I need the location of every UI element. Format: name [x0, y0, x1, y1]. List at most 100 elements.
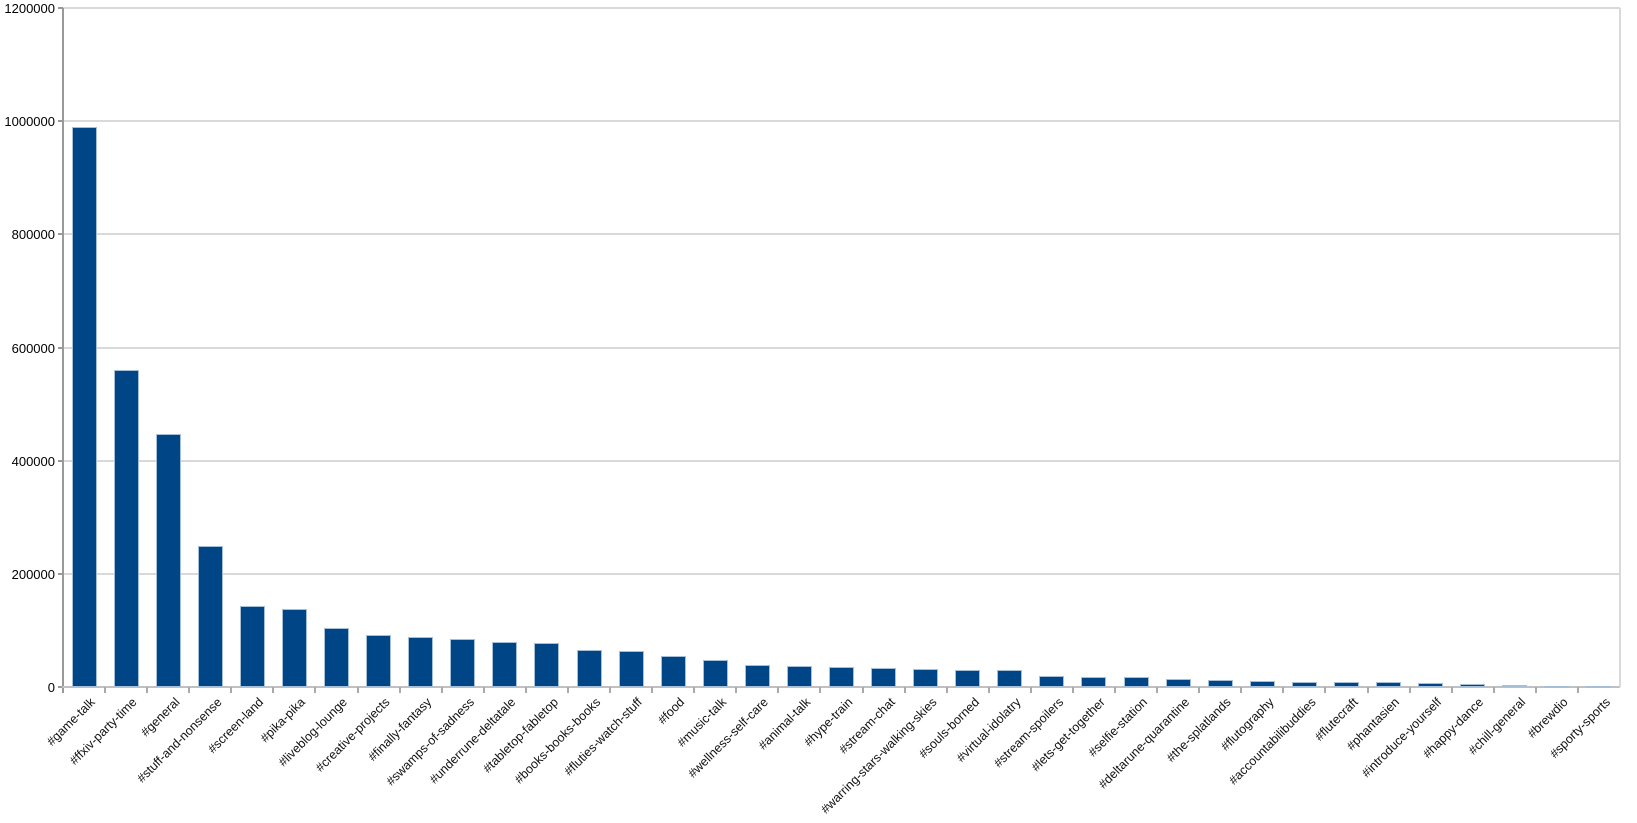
x-axis-tick [1071, 687, 1074, 693]
x-axis-category-label: #creative-projects [312, 695, 393, 775]
x-axis-tick [1240, 687, 1243, 693]
y-gridline [63, 346, 1620, 349]
y-axis-tick [58, 346, 63, 349]
bar [1123, 677, 1149, 687]
bar [1081, 677, 1107, 687]
x-axis-tick [819, 687, 822, 693]
bar [450, 639, 476, 687]
bar [534, 643, 560, 687]
bar [1333, 682, 1359, 687]
y-gridline [63, 120, 1620, 123]
x-axis-tick [104, 687, 107, 693]
x-axis-tick [1534, 687, 1537, 693]
x-axis-tick [1198, 687, 1201, 693]
bar [366, 635, 392, 687]
y-axis-tick-label: 0 [47, 680, 55, 695]
x-axis-tick [651, 687, 654, 693]
plot-right-border [1619, 8, 1621, 687]
bar [744, 665, 770, 687]
y-gridline [63, 572, 1620, 575]
x-axis-tick [230, 687, 233, 693]
x-axis-tick [945, 687, 948, 693]
x-axis-tick [314, 687, 317, 693]
x-axis-tick [1366, 687, 1369, 693]
bar [1291, 682, 1317, 687]
x-axis-tick [566, 687, 569, 693]
x-axis-tick [861, 687, 864, 693]
x-axis-tick [987, 687, 990, 693]
y-axis-tick [58, 7, 63, 9]
x-axis-category-label: #lets-get-together [1028, 695, 1108, 775]
x-axis-tick [1114, 687, 1117, 693]
y-axis-tick-label: 200000 [11, 566, 55, 582]
bar [1207, 680, 1233, 687]
x-axis-tick [903, 687, 906, 693]
bar [871, 668, 897, 687]
y-axis-tick [58, 459, 63, 462]
bar [1418, 683, 1444, 687]
bar [1249, 681, 1275, 687]
bar [660, 656, 686, 687]
x-axis-tick [1324, 687, 1327, 693]
y-gridline [63, 233, 1620, 236]
bar [576, 650, 602, 687]
bar [113, 370, 139, 687]
x-axis-tick [1408, 687, 1411, 693]
bar [281, 609, 307, 687]
bar [197, 546, 223, 687]
bar [239, 606, 265, 687]
x-axis-tick [1492, 687, 1495, 693]
bar [829, 667, 854, 687]
bar [155, 434, 181, 687]
x-axis-tick [272, 687, 275, 693]
x-axis [62, 686, 1620, 688]
x-axis-category-label: #fluties-watch-stuff [561, 695, 646, 779]
y-gridline [63, 459, 1620, 462]
x-axis-tick [1156, 687, 1159, 693]
bar [1502, 685, 1528, 687]
x-axis-tick [1450, 687, 1453, 693]
bar [955, 670, 981, 687]
x-axis-tick [777, 687, 780, 693]
bar [1544, 686, 1570, 688]
bar [324, 628, 350, 687]
bar [492, 642, 518, 687]
bar [1586, 686, 1612, 688]
x-axis-tick [609, 687, 612, 693]
x-axis-tick [440, 687, 443, 693]
bar [786, 666, 812, 687]
x-axis-tick [735, 687, 738, 693]
x-axis-tick [693, 687, 696, 693]
bar [1165, 679, 1191, 687]
y-axis-tick-label: 800000 [11, 227, 55, 243]
x-axis-tick [1576, 687, 1579, 693]
x-axis-category-label: #wellness-self-care [685, 695, 772, 781]
y-axis-tick-label: 600000 [11, 340, 55, 356]
x-axis-tick [482, 687, 485, 693]
x-axis-category-label: #food [655, 695, 688, 728]
bar [1376, 682, 1402, 687]
y-gridline [63, 7, 1620, 9]
x-axis-tick [398, 687, 401, 693]
y-axis-tick [58, 120, 63, 123]
x-axis-tick [524, 687, 527, 693]
bar [1460, 684, 1486, 687]
x-axis-tick [1282, 687, 1285, 693]
bar [618, 651, 644, 687]
x-axis-tick [146, 687, 149, 693]
y-axis-tick [58, 572, 63, 575]
y-axis-tick [58, 233, 63, 236]
x-axis-tick [356, 687, 359, 693]
y-axis-tick [58, 686, 63, 688]
bar [71, 127, 97, 687]
bar [702, 660, 728, 687]
x-axis-tick [188, 687, 191, 693]
bar [1039, 676, 1065, 687]
x-axis-tick [1029, 687, 1032, 693]
bar [913, 669, 939, 687]
bar [408, 637, 434, 687]
y-axis-tick-label: 400000 [11, 453, 55, 469]
bar [997, 670, 1023, 687]
y-axis-tick-label: 1000000 [4, 114, 55, 130]
